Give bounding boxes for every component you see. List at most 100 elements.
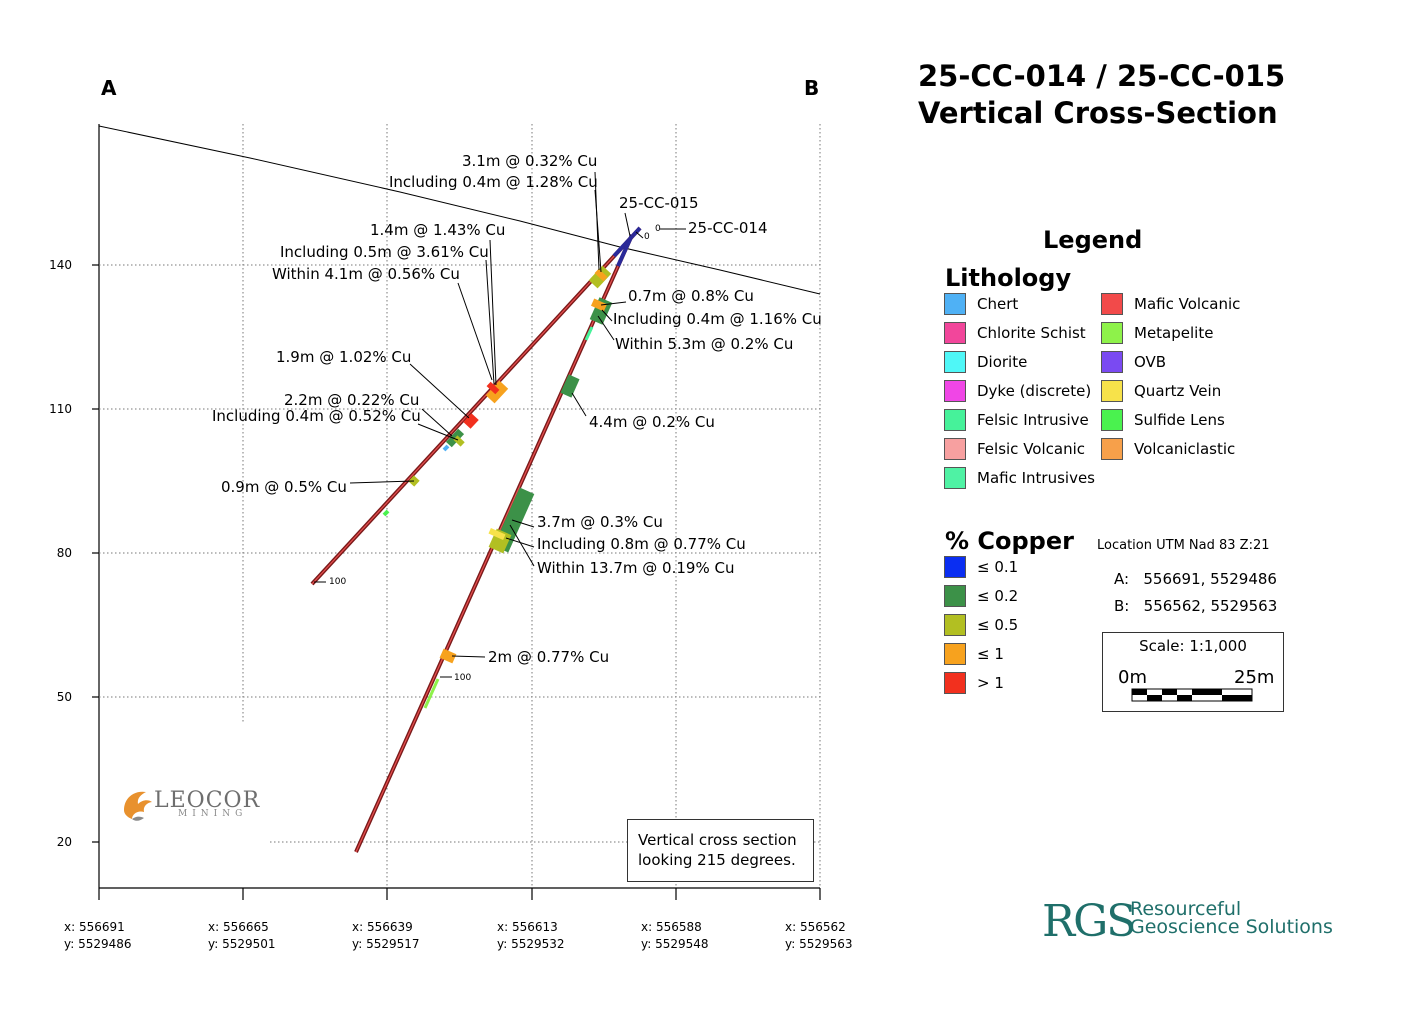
leocor-subtitle: MINING: [178, 809, 248, 819]
legend-swatch: [944, 614, 966, 636]
scale-label: Scale: 1:1,000: [1139, 637, 1247, 655]
x-tick-label: x: 556613 y: 5529532: [497, 920, 565, 951]
copper-legend-title: % Copper: [945, 527, 1074, 555]
hole-label-25-CC-015: 25-CC-015: [619, 194, 699, 212]
end-depth-label: 100: [454, 673, 472, 683]
annotation-leaders: [349, 171, 686, 658]
leocor-wordmark: LEOCOR: [154, 788, 261, 813]
intercept-label: Within 13.7m @ 0.19% Cu: [537, 559, 735, 577]
lithology-segment: [584, 326, 594, 341]
legend-swatch: [944, 380, 966, 402]
y-tick-label: 50: [56, 690, 72, 704]
intercept-label: 1.9m @ 1.02% Cu: [276, 348, 412, 366]
end-depth-label: 100: [329, 577, 347, 587]
location-title: Location UTM Nad 83 Z:21: [1097, 538, 1270, 553]
assay-interval: [594, 268, 608, 282]
intercept-label: 3.7m @ 0.3% Cu: [537, 513, 663, 531]
intercept-label: 0.9m @ 0.5% Cu: [221, 478, 347, 496]
lithology-segment: [382, 509, 390, 517]
topography-line: [98, 125, 821, 295]
intercept-label: Including 0.8m @ 0.77% Cu: [537, 535, 746, 553]
y-tick-label: 20: [56, 835, 72, 849]
legend-item: Sulfide Lens: [1101, 408, 1240, 432]
legend-swatch: [944, 438, 966, 460]
legend-swatch: [1101, 409, 1123, 431]
assay-interval: [486, 381, 500, 395]
legend-item: ≤ 0.5: [944, 613, 1018, 637]
intercept-label: 2m @ 0.77% Cu: [488, 648, 610, 666]
title-line-1: 25-CC-014 / 25-CC-015: [918, 59, 1286, 93]
legend-item: Felsic Volcanic: [944, 437, 1095, 461]
collar-depth-label: 0: [644, 232, 650, 242]
assay-interval: [560, 374, 580, 398]
legend-swatch: [944, 467, 966, 489]
legend-swatch: [944, 585, 966, 607]
rgs-line-1: Resourceful: [1130, 898, 1242, 920]
intercept-label: 4.4m @ 0.2% Cu: [589, 413, 715, 431]
assay-interval: [463, 413, 479, 429]
intercept-label: Within 5.3m @ 0.2% Cu: [615, 335, 794, 353]
legend-swatch: [944, 672, 966, 694]
rgs-line-2: Geoscience Solutions: [1130, 916, 1333, 938]
note-line-1: Vertical cross section: [638, 831, 797, 849]
scale-bar: [1131, 688, 1253, 702]
legend-swatch: [944, 351, 966, 373]
lithology-segment: [423, 678, 440, 709]
scale-box: Scale: 1:1,000 0m 25m: [1102, 632, 1284, 712]
lithology-legend-col-1: Chert Chlorite Schist Diorite Dyke (disc…: [944, 292, 1095, 490]
legend-swatch: [1101, 293, 1123, 315]
legend-item: Quartz Vein: [1101, 379, 1240, 403]
legend-swatch: [944, 293, 966, 315]
legend-item: Chlorite Schist: [944, 321, 1095, 345]
y-tick-label: 140: [49, 258, 72, 272]
assay-interval: [439, 648, 457, 664]
lithology-segment: [442, 444, 450, 452]
intercept-label: 2.2m @ 0.22% Cu: [284, 391, 420, 409]
legend-swatch: [944, 556, 966, 578]
legend-swatch: [1101, 380, 1123, 402]
section-end-a: A: [101, 76, 117, 100]
scale-left-label: 0m: [1118, 667, 1147, 688]
location-b: B: 556562, 5529563: [1114, 597, 1278, 615]
legend-item: Dyke (discrete): [944, 379, 1095, 403]
legend-item: Felsic Intrusive: [944, 408, 1095, 432]
rgs-mark-icon: RGS: [1042, 896, 1136, 947]
intercept-label: Including 0.4m @ 1.16% Cu: [613, 310, 822, 328]
legend-item: Chert: [944, 292, 1095, 316]
leocor-logo: LEOCOR MINING: [118, 786, 268, 830]
legend-swatch: [1101, 351, 1123, 373]
x-tick-label: x: 556665 y: 5529501: [208, 920, 276, 951]
legend-item: ≤ 0.1: [944, 555, 1018, 579]
x-tick-label: x: 556562 y: 5529563: [785, 920, 853, 951]
section-end-b: B: [804, 76, 820, 100]
collar-depth-label: 0: [655, 224, 661, 234]
x-tick-label: x: 556691 y: 5529486: [64, 920, 132, 951]
section-note: Vertical cross section looking 215 degre…: [627, 819, 814, 882]
leocor-emblem-icon: [124, 791, 152, 821]
assay-interval: [453, 435, 465, 447]
x-tick-label: x: 556639 y: 5529517: [352, 920, 420, 951]
copper-legend: ≤ 0.1 ≤ 0.2 ≤ 0.5 ≤ 1 > 1: [944, 555, 1018, 695]
intercept-label: 1.4m @ 1.43% Cu: [370, 221, 506, 239]
hole-label-25-CC-014: 25-CC-014: [688, 219, 768, 237]
legend-swatch: [1101, 438, 1123, 460]
x-tick-label: x: 556588 y: 5529548: [641, 920, 709, 951]
legend-item: Mafic Intrusives: [944, 466, 1095, 490]
scale-right-label: 25m: [1234, 667, 1275, 688]
depth-tick: [635, 231, 644, 239]
assay-interval: [488, 528, 506, 540]
intercept-label: Including 0.4m @ 0.52% Cu: [212, 407, 421, 425]
cross-section-plot: [92, 124, 821, 900]
legend-item: ≤ 0.2: [944, 584, 1018, 608]
lithology-title: Lithology: [945, 264, 1072, 292]
y-tick-label: 80: [56, 546, 72, 560]
legend-swatch: [1101, 322, 1123, 344]
legend-item: OVB: [1101, 350, 1240, 374]
legend-swatch: [944, 409, 966, 431]
legend-item: Mafic Volcanic: [1101, 292, 1240, 316]
legend-swatch: [944, 322, 966, 344]
title-line-2: Vertical Cross-Section: [918, 96, 1278, 130]
location-a: A: 556691, 5529486: [1114, 570, 1277, 588]
legend-item: > 1: [944, 671, 1018, 695]
legend-item: Volcaniclastic: [1101, 437, 1240, 461]
